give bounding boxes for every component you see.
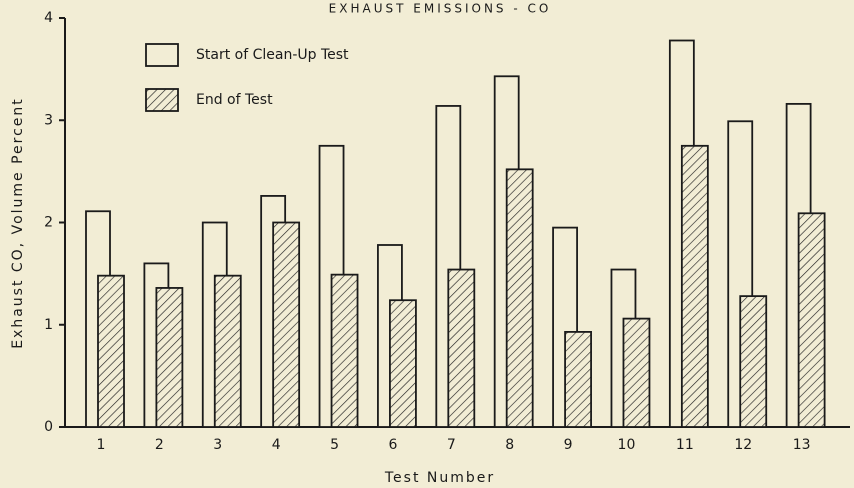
y-tick-label: 1 [44, 317, 53, 333]
y-tick-label: 3 [44, 112, 53, 128]
legend-label: Start of Clean-Up Test [196, 47, 349, 63]
x-tick-label: 6 [388, 437, 397, 453]
legend-label: End of Test [196, 92, 273, 108]
x-tick-label: 2 [155, 437, 164, 453]
y-axis-label: Exhaust CO, Volume Percent [10, 97, 26, 349]
bar [680, 144, 709, 428]
bar [213, 274, 242, 428]
x-tick-label: 3 [213, 437, 222, 453]
x-tick-label: 4 [272, 437, 281, 453]
y-tick-label: 2 [44, 215, 53, 231]
x-tick-label: 9 [564, 437, 573, 453]
x-tick-label: 10 [618, 437, 636, 453]
x-tick-label: 8 [505, 437, 514, 453]
legend-swatch [145, 43, 179, 67]
x-tick-label: 1 [97, 437, 106, 453]
bar [330, 273, 359, 428]
bar [97, 274, 125, 428]
bar [505, 168, 534, 428]
y-tick-label: 0 [44, 419, 53, 435]
legend-swatch [145, 88, 179, 112]
bar [155, 287, 184, 428]
bar [564, 331, 592, 428]
x-tick-label: 5 [330, 437, 339, 453]
chart-title: EXHAUST EMISSIONS - CO [329, 2, 552, 16]
x-axis-label: Test Number [384, 470, 495, 486]
x-tick-label: 12 [734, 437, 752, 453]
x-tick-label: 13 [793, 437, 811, 453]
bar [797, 212, 826, 428]
bar [389, 299, 417, 428]
bar [622, 317, 651, 428]
bar [272, 221, 301, 428]
y-tick-label: 4 [44, 10, 53, 26]
bar [739, 295, 768, 428]
bar [447, 268, 476, 428]
x-tick-label: 7 [447, 437, 456, 453]
x-tick-label: 11 [676, 437, 694, 453]
